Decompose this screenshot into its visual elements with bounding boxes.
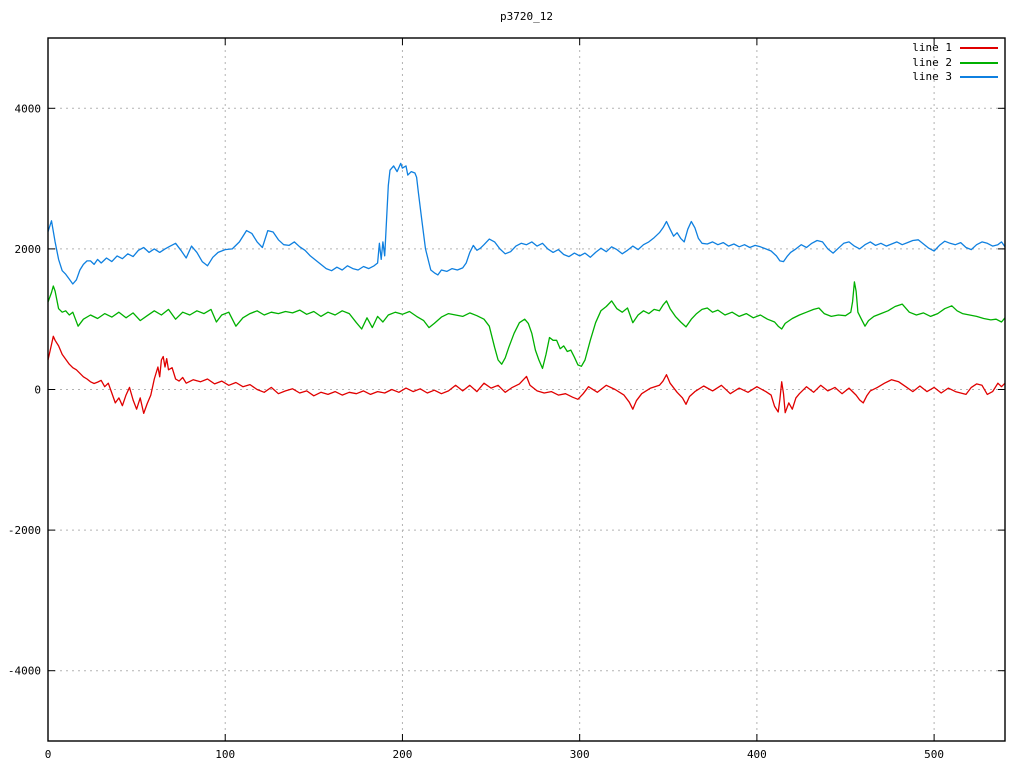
legend-line-sample	[960, 76, 998, 79]
y-tick-label: 2000	[15, 243, 42, 256]
y-tick-label: -4000	[8, 665, 41, 678]
legend-entry-line-1: line 1	[912, 41, 998, 56]
legend-label: line 1	[912, 41, 952, 54]
legend-label: line 3	[912, 70, 952, 83]
y-tick-label: -2000	[8, 524, 41, 537]
legend-entry-line-3: line 3	[912, 70, 998, 85]
chart-title: p3720_12	[500, 10, 553, 23]
series-line-3	[47, 162, 1006, 285]
x-tick-label: 0	[45, 748, 52, 761]
legend-label: line 2	[912, 55, 952, 69]
x-tick-label: 200	[393, 748, 413, 761]
x-tick-label: 400	[747, 748, 767, 761]
series-line-2	[47, 281, 1006, 370]
x-tick-label: 100	[215, 748, 235, 761]
legend-entry-line-2: line 2	[912, 56, 998, 71]
y-tick-label: 0	[34, 384, 41, 397]
series-line-1	[47, 335, 1006, 415]
y-tick-label: 4000	[15, 102, 42, 115]
legend-line-sample	[960, 61, 998, 64]
x-tick-label: 300	[570, 748, 590, 761]
legend: line 1 line 2 line 3	[912, 41, 998, 85]
legend-line-sample	[960, 47, 998, 50]
plot-border	[47, 37, 1006, 742]
x-tick-label: 500	[924, 748, 944, 761]
